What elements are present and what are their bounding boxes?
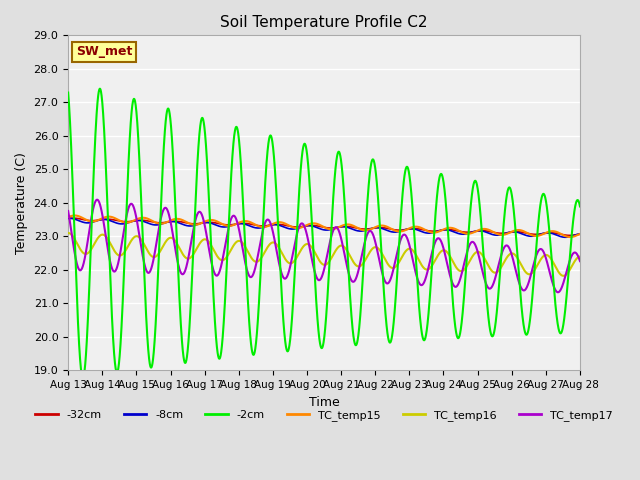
-32cm — [64, 216, 72, 221]
TC_temp17 — [64, 208, 72, 214]
TC_temp16 — [559, 273, 567, 279]
TC_temp17 — [576, 258, 584, 264]
TC_temp17 — [174, 260, 182, 266]
-2cm — [174, 266, 182, 272]
-32cm — [576, 231, 584, 237]
Line: -32cm: -32cm — [68, 218, 580, 235]
-32cm — [527, 231, 535, 237]
Text: SW_met: SW_met — [76, 46, 132, 59]
TC_temp15 — [374, 223, 381, 229]
Line: TC_temp15: TC_temp15 — [68, 216, 580, 237]
-8cm — [66, 216, 74, 221]
-32cm — [207, 219, 215, 225]
-2cm — [374, 193, 381, 199]
-2cm — [383, 325, 390, 331]
X-axis label: Time: Time — [308, 396, 339, 408]
TC_temp15 — [527, 232, 535, 238]
Line: -8cm: -8cm — [68, 218, 580, 237]
-8cm — [174, 220, 182, 226]
TC_temp15 — [576, 231, 584, 237]
-2cm — [96, 86, 104, 92]
TC_temp16 — [576, 253, 584, 259]
-2cm — [207, 249, 215, 254]
TC_temp15 — [566, 234, 574, 240]
-2cm — [576, 203, 584, 209]
-8cm — [561, 234, 569, 240]
-32cm — [576, 231, 584, 237]
TC_temp17 — [383, 280, 390, 286]
-32cm — [566, 232, 573, 238]
-2cm — [79, 375, 86, 381]
TC_temp15 — [576, 231, 584, 237]
TC_temp15 — [207, 217, 215, 223]
-8cm — [207, 220, 215, 226]
-8cm — [64, 216, 72, 221]
-8cm — [383, 228, 390, 233]
Y-axis label: Temperature (C): Temperature (C) — [15, 152, 28, 254]
TC_temp17 — [93, 197, 101, 203]
Line: TC_temp16: TC_temp16 — [68, 233, 580, 276]
TC_temp16 — [383, 259, 390, 265]
TC_temp17 — [554, 289, 562, 295]
TC_temp17 — [527, 270, 535, 276]
-8cm — [527, 233, 535, 239]
Title: Soil Temperature Profile C2: Soil Temperature Profile C2 — [220, 15, 428, 30]
TC_temp16 — [65, 230, 72, 236]
TC_temp16 — [374, 245, 381, 251]
-32cm — [383, 226, 390, 231]
TC_temp16 — [64, 230, 72, 236]
TC_temp17 — [374, 250, 381, 256]
TC_temp17 — [576, 258, 584, 264]
TC_temp16 — [174, 242, 182, 248]
-2cm — [64, 90, 72, 96]
Line: -2cm: -2cm — [68, 89, 580, 378]
-8cm — [374, 225, 381, 230]
Legend: -32cm, -8cm, -2cm, TC_temp15, TC_temp16, TC_temp17: -32cm, -8cm, -2cm, TC_temp15, TC_temp16,… — [31, 406, 617, 425]
TC_temp15 — [383, 224, 390, 229]
-2cm — [576, 204, 584, 209]
TC_temp15 — [71, 213, 79, 218]
TC_temp16 — [207, 242, 215, 248]
-2cm — [528, 302, 536, 308]
Line: TC_temp17: TC_temp17 — [68, 200, 580, 292]
-32cm — [69, 215, 77, 221]
-8cm — [576, 231, 584, 237]
-8cm — [576, 231, 584, 237]
TC_temp17 — [207, 258, 215, 264]
TC_temp16 — [576, 253, 584, 259]
TC_temp16 — [527, 271, 535, 276]
-32cm — [374, 225, 381, 230]
-32cm — [174, 218, 182, 224]
TC_temp15 — [174, 216, 182, 222]
TC_temp15 — [64, 214, 72, 220]
